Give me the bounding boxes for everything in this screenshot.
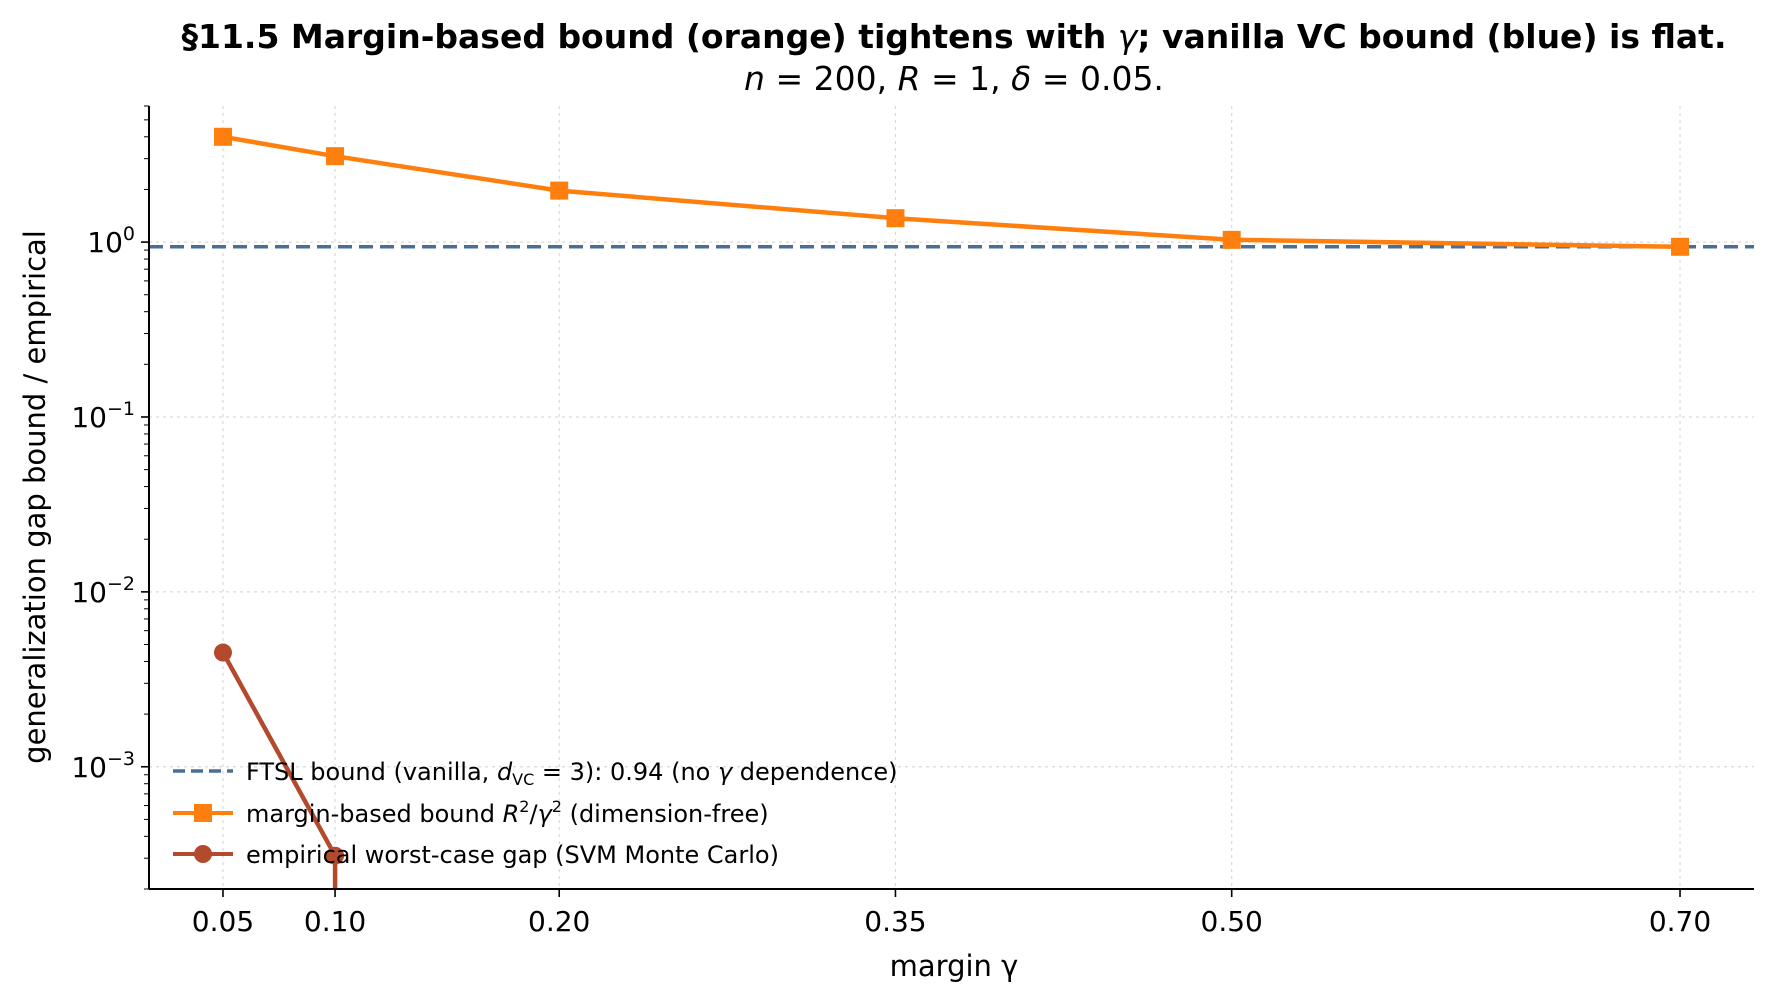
- data-point-margin: [1671, 237, 1690, 256]
- axes-layer: [148, 106, 1754, 890]
- legend-label-margin: margin-based bound R2/γ2 (dimension-free…: [246, 797, 769, 828]
- chart-title-line-2: n = 200, R = 1, δ = 0.05.: [744, 59, 1164, 98]
- y-tick-label: 10−3: [71, 748, 135, 784]
- x-tick-label: 0.35: [864, 905, 926, 938]
- data-point-empirical: [326, 846, 345, 865]
- x-tick-label: 0.50: [1201, 905, 1263, 938]
- legend-label-vc: FTSL bound (vanilla, dVC = 3): 0.94 (no …: [246, 758, 898, 789]
- series-line-margin: [222, 134, 1681, 250]
- data-point-margin: [213, 127, 232, 146]
- y-tick-label: 10−2: [71, 573, 135, 609]
- legend-marker-margin: [194, 804, 212, 822]
- data-point-margin: [550, 181, 569, 200]
- chart-title-line-1: §11.5 Margin-based bound (orange) tighte…: [182, 17, 1727, 56]
- series-layer: [149, 127, 1754, 889]
- x-ticks: 0.05 0.10 0.20 0.35 0.50 0.70: [192, 889, 1711, 938]
- x-tick-label: 0.70: [1649, 905, 1711, 938]
- legend: FTSL bound (vanilla, dVC = 3): 0.94 (no …: [173, 758, 898, 869]
- legend-label-empirical: empirical worst-case gap (SVM Monte Carl…: [246, 841, 779, 869]
- y-ticks: 100 10−1 10−2 10−3: [71, 105, 149, 890]
- data-point-empirical: [213, 643, 232, 662]
- data-point-margin: [886, 209, 905, 228]
- x-tick-label: 0.10: [304, 905, 366, 938]
- data-point-margin: [326, 147, 345, 166]
- x-tick-label: 0.20: [528, 905, 590, 938]
- data-point-margin: [1222, 230, 1241, 249]
- x-tick-label: 0.05: [192, 905, 254, 938]
- y-tick-label: 100: [87, 223, 135, 259]
- y-tick-label: 10−1: [71, 398, 135, 434]
- x-axis-label: margin γ: [890, 949, 1019, 983]
- legend-marker-empirical: [194, 845, 212, 863]
- y-axis-label: generalization gap bound / empirical: [18, 230, 52, 764]
